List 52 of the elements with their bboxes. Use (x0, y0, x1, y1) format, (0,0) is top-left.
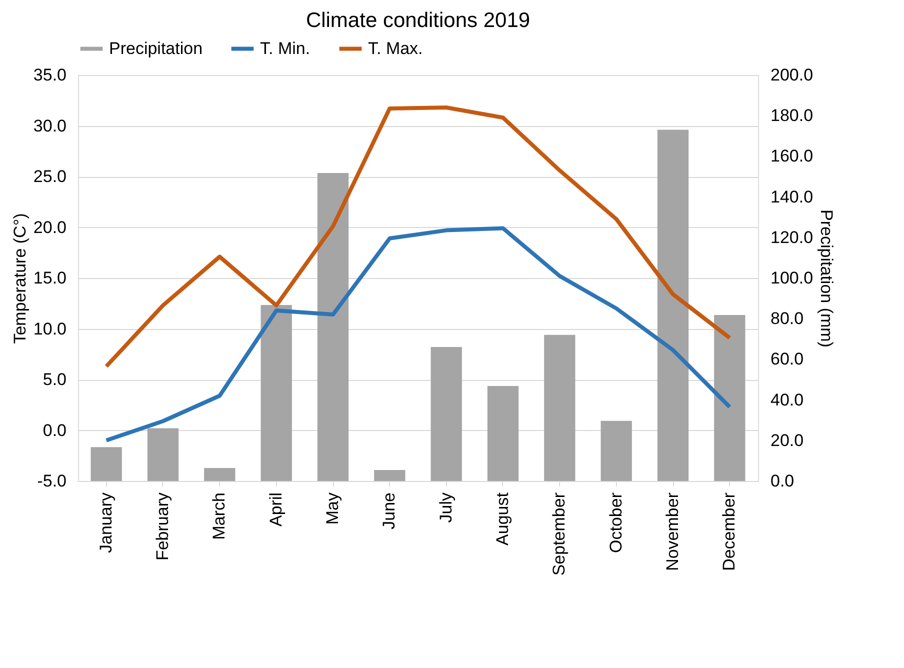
line-series (104, 226, 732, 442)
x-tick-label: December (720, 492, 739, 571)
y2-tick-label: 120.0 (770, 228, 814, 247)
y2-tick-label: 200.0 (770, 66, 814, 84)
x-tick-label: May (323, 492, 342, 525)
bar (430, 347, 462, 481)
y-axis-title: Temperature (C°) (10, 213, 30, 344)
y2-tick-label: 140.0 (770, 187, 814, 206)
x-tick-label: April (266, 492, 286, 527)
x-tick-label: July (436, 492, 456, 523)
bar (147, 428, 179, 481)
y2-tick-label: 180.0 (770, 106, 814, 126)
y-tick-label: 20.0 (33, 218, 66, 237)
y-tick-label: 15.0 (33, 268, 66, 288)
bar (317, 173, 349, 481)
bar (657, 130, 689, 481)
y-tick-label: 5.0 (42, 370, 66, 389)
y2-tick-label: 100.0 (770, 268, 814, 288)
x-tick-label: June (380, 492, 399, 530)
bar (714, 314, 746, 481)
y2-tick-label: 80.0 (770, 309, 804, 328)
x-tick-label: October (606, 492, 626, 553)
y2-tick-label: 60.0 (770, 350, 804, 369)
bar (544, 334, 576, 481)
y-tick-label: 10.0 (33, 319, 66, 338)
bar (374, 470, 406, 481)
y-tick-label: -5.0 (37, 472, 66, 490)
y2-tick-label: 160.0 (770, 146, 814, 166)
y2-tick-label: 0.0 (770, 472, 794, 490)
bar (260, 305, 292, 481)
x-tick-label: September (550, 492, 569, 576)
bar (600, 420, 632, 481)
x-tick-label: January (96, 492, 116, 553)
x-tick-label: February (153, 492, 172, 561)
y-tick-label: 35.0 (33, 66, 66, 84)
line-series (104, 105, 732, 368)
y-tick-label: 30.0 (33, 116, 66, 136)
legend-label: Precipitation (109, 38, 203, 58)
legend-label: T. Max. (368, 38, 423, 58)
bar (487, 386, 519, 481)
y-tick-label: 25.0 (33, 167, 66, 186)
x-tick-label: November (663, 492, 682, 571)
bar (90, 447, 122, 481)
y-tick-label: 0.0 (42, 420, 66, 440)
bar (204, 468, 236, 481)
y2-axis-title: Precipitation (mm) (817, 210, 836, 348)
legend-label: T. Min. (260, 38, 310, 58)
y2-tick-label: 20.0 (770, 430, 804, 450)
chart-title: Climate conditions 2019 (306, 9, 530, 32)
x-tick-label: August (493, 492, 512, 546)
y2-tick-label: 40.0 (770, 390, 804, 410)
x-tick-label: March (210, 492, 229, 540)
